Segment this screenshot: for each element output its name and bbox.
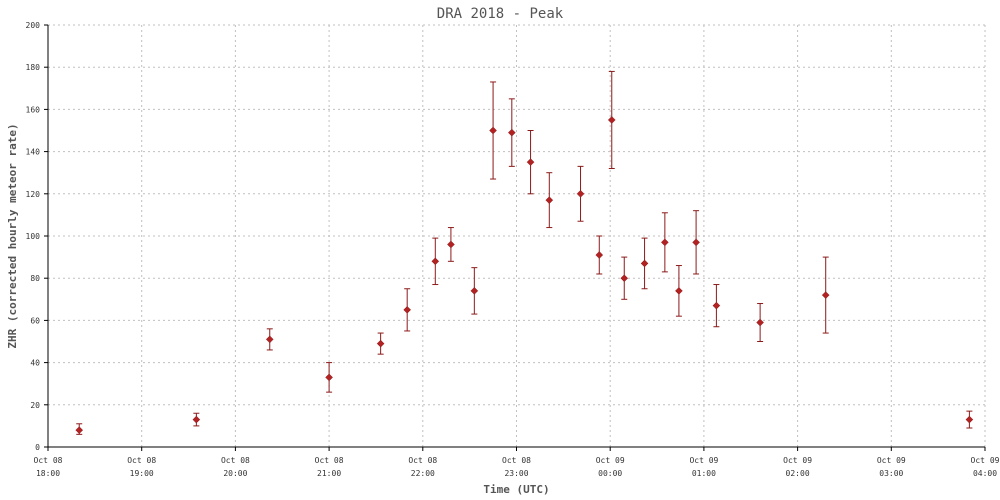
data-point-diamond xyxy=(675,287,683,295)
y-tick-label: 180 xyxy=(26,63,41,72)
x-tick-label-time: 20:00 xyxy=(223,469,247,478)
y-tick-label: 160 xyxy=(26,105,41,114)
data-point-diamond xyxy=(692,238,700,247)
data-point-diamond xyxy=(756,318,764,327)
x-tick-label-date: Oct 08 xyxy=(315,456,344,465)
x-tick-label-date: Oct 08 xyxy=(502,456,531,465)
data-point-diamond xyxy=(431,257,440,266)
data-point-diamond xyxy=(595,251,604,259)
x-tick-label-time: 18:00 xyxy=(36,469,60,478)
data-point-diamond xyxy=(607,116,616,124)
data-point-diamond xyxy=(526,158,535,167)
data-point-diamond xyxy=(965,415,974,424)
y-tick-label: 0 xyxy=(35,443,40,452)
data-point-diamond xyxy=(821,291,830,299)
chart-title: DRA 2018 - Peak xyxy=(437,6,564,22)
data-point-diamond xyxy=(325,373,333,382)
data-point-diamond xyxy=(545,196,554,204)
data-point-diamond xyxy=(403,305,412,314)
y-tick-label: 60 xyxy=(30,316,40,325)
data-point-diamond xyxy=(640,259,649,268)
x-tick-label-time: 03:00 xyxy=(879,469,903,478)
x-tick-label-date: Oct 09 xyxy=(877,456,906,465)
x-axis-title: Time (UTC) xyxy=(483,483,549,496)
x-tick-label-date: Oct 08 xyxy=(221,456,250,465)
data-point-diamond xyxy=(376,339,385,348)
x-tick-label-date: Oct 08 xyxy=(408,456,437,465)
data-point-diamond xyxy=(507,128,516,137)
data-point-diamond xyxy=(712,301,721,310)
data-point-diamond xyxy=(447,240,455,249)
x-tick-label-date: Oct 09 xyxy=(596,456,625,465)
data-points xyxy=(75,116,974,434)
x-tick-label-time: 02:00 xyxy=(786,469,810,478)
x-axis-ticks: Oct 08 18:00 Oct 08 19:00 Oct 08 20:00 Oct 08 2… xyxy=(34,447,1000,478)
x-tick-label-time: 00:00 xyxy=(598,469,622,478)
x-tick-label-time: 01:00 xyxy=(692,469,716,478)
y-tick-label: 140 xyxy=(26,148,41,157)
data-point-diamond xyxy=(661,238,669,247)
x-tick-label-date: Oct 08 xyxy=(34,456,63,465)
y-tick-label: 100 xyxy=(26,232,41,241)
x-tick-label-time: 23:00 xyxy=(504,469,528,478)
x-tick-label-time: 21:00 xyxy=(317,469,341,478)
grid xyxy=(48,24,986,447)
data-point-diamond xyxy=(265,335,274,344)
x-tick-label-date: Oct 09 xyxy=(689,456,718,465)
x-tick-label-date: Oct 09 xyxy=(783,456,812,465)
x-tick-label-time: 19:00 xyxy=(130,469,154,478)
y-tick-label: 200 xyxy=(26,21,41,30)
data-point-diamond xyxy=(192,415,201,424)
x-tick-label-time: 04:00 xyxy=(973,469,997,478)
y-tick-label: 80 xyxy=(30,274,40,283)
x-tick-label-date: Oct 08 xyxy=(127,456,156,465)
y-tick-label: 120 xyxy=(26,190,41,199)
y-tick-label: 20 xyxy=(30,401,40,410)
x-tick-label-date: Oct 09 xyxy=(971,456,1000,465)
error-bars xyxy=(76,70,973,435)
data-point-diamond xyxy=(470,287,479,295)
data-point-diamond xyxy=(576,189,585,198)
x-tick-label-time: 22:00 xyxy=(411,469,435,478)
data-point-diamond xyxy=(489,126,497,135)
y-axis-title: ZHR (corrected hourly meteor rate) xyxy=(6,123,19,348)
y-tick-label: 40 xyxy=(30,359,40,368)
y-axis-ticks: 0 20 40 60 80 100 120 140 160 180 200 xyxy=(26,21,48,452)
data-point-diamond xyxy=(620,274,629,283)
data-point-diamond xyxy=(75,426,84,434)
